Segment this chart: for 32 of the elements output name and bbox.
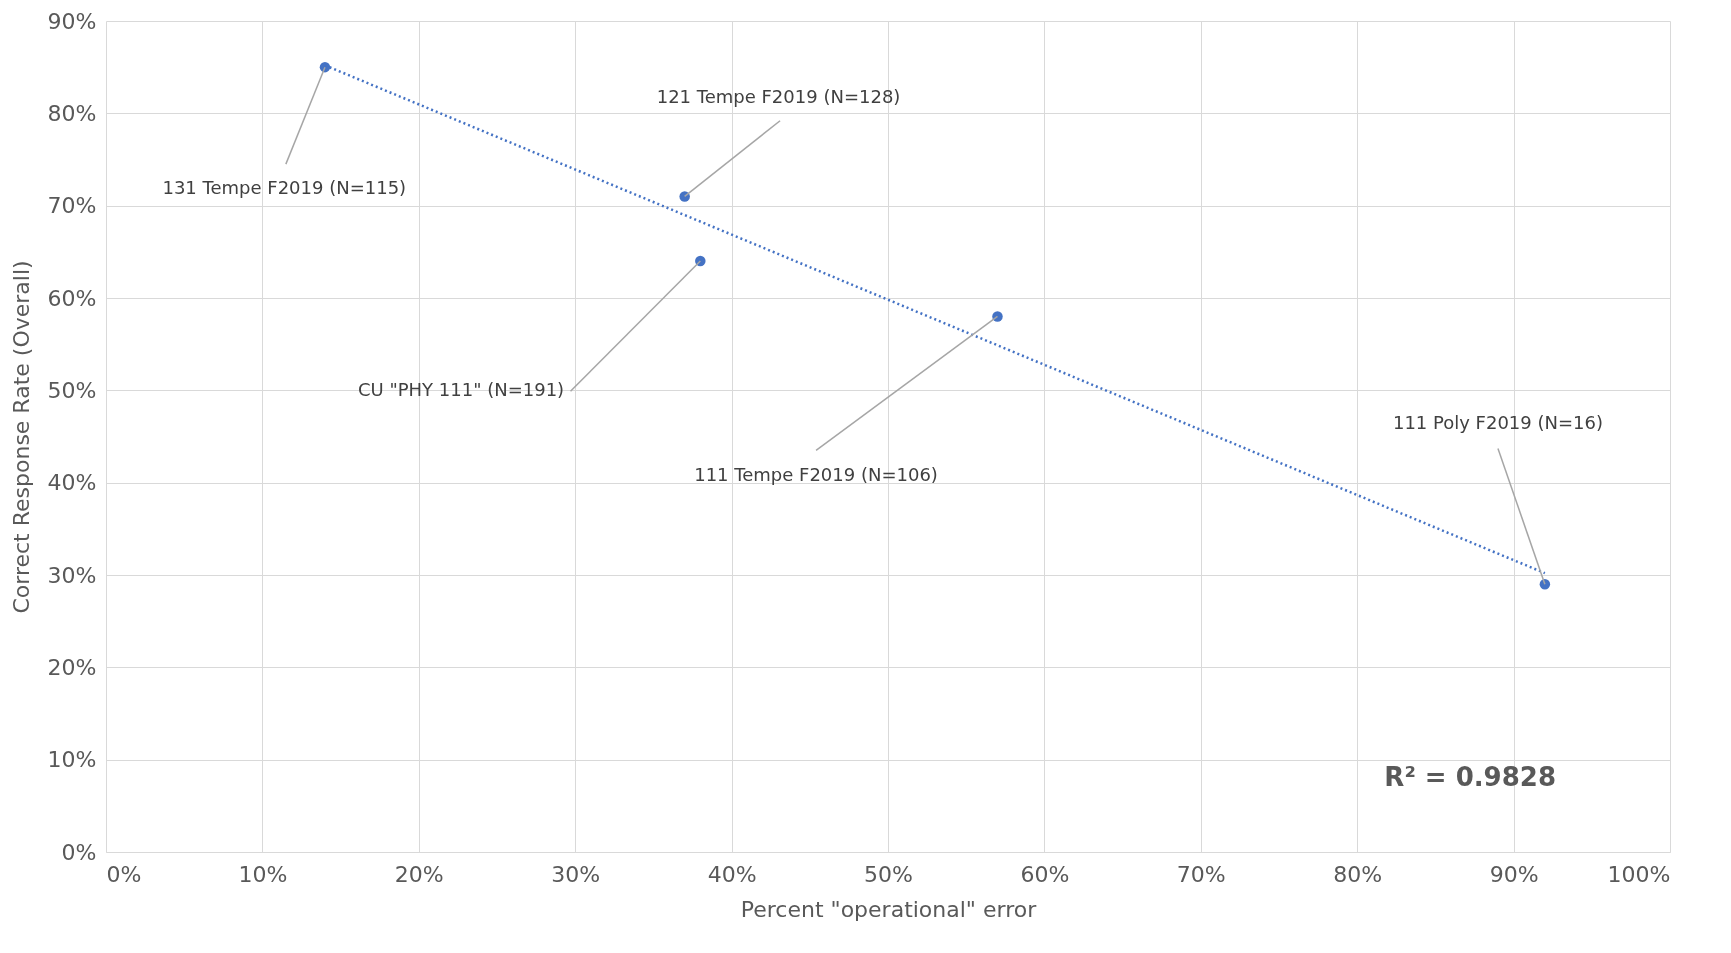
y-tick-label: 10% — [47, 747, 97, 773]
x-tick-label: 90% — [1489, 861, 1539, 887]
y-tick-label: 50% — [47, 377, 97, 403]
y-axis-title: Correct Response Rate (Overall) — [8, 260, 34, 614]
y-tick-label: 60% — [47, 285, 97, 311]
y-tick-label: 80% — [47, 100, 97, 126]
annotation: 111 Poly F2019 (N=16) — [1392, 412, 1603, 434]
y-tick-label: 20% — [47, 654, 97, 680]
y-tick-label: 40% — [47, 470, 97, 496]
x-tick-label: 60% — [1020, 861, 1070, 887]
x-tick-label: 100% — [1607, 861, 1671, 887]
annotation: 111 Tempe F2019 (N=106) — [694, 464, 938, 486]
x-tick-label: 30% — [551, 861, 601, 887]
x-tick-label: 40% — [707, 861, 757, 887]
x-tick-label: 50% — [864, 861, 913, 887]
x-tick-label: 10% — [238, 861, 288, 887]
point — [992, 311, 1003, 322]
annotation: 121 Tempe F2019 (N=128) — [656, 85, 901, 107]
x-tick-label: 70% — [1176, 861, 1226, 887]
annotation: R² = 0.9828 — [1384, 762, 1556, 792]
y-tick-label: 0% — [61, 839, 97, 865]
point — [679, 191, 690, 202]
annotation: 131 Tempe F2019 (N=115) — [162, 177, 407, 199]
y-tick-label: 90% — [47, 8, 97, 34]
x-tick-label: 20% — [394, 861, 444, 887]
x-tick-label: 80% — [1333, 861, 1383, 887]
annotation: CU "PHY 111" (N=191) — [357, 379, 565, 401]
y-tick-label: 30% — [47, 562, 97, 588]
y-tick-label: 70% — [47, 193, 97, 219]
point — [1539, 579, 1551, 590]
x-axis-title: Percent "operational" error — [740, 896, 1038, 922]
x-tick-label: 0% — [106, 861, 142, 887]
